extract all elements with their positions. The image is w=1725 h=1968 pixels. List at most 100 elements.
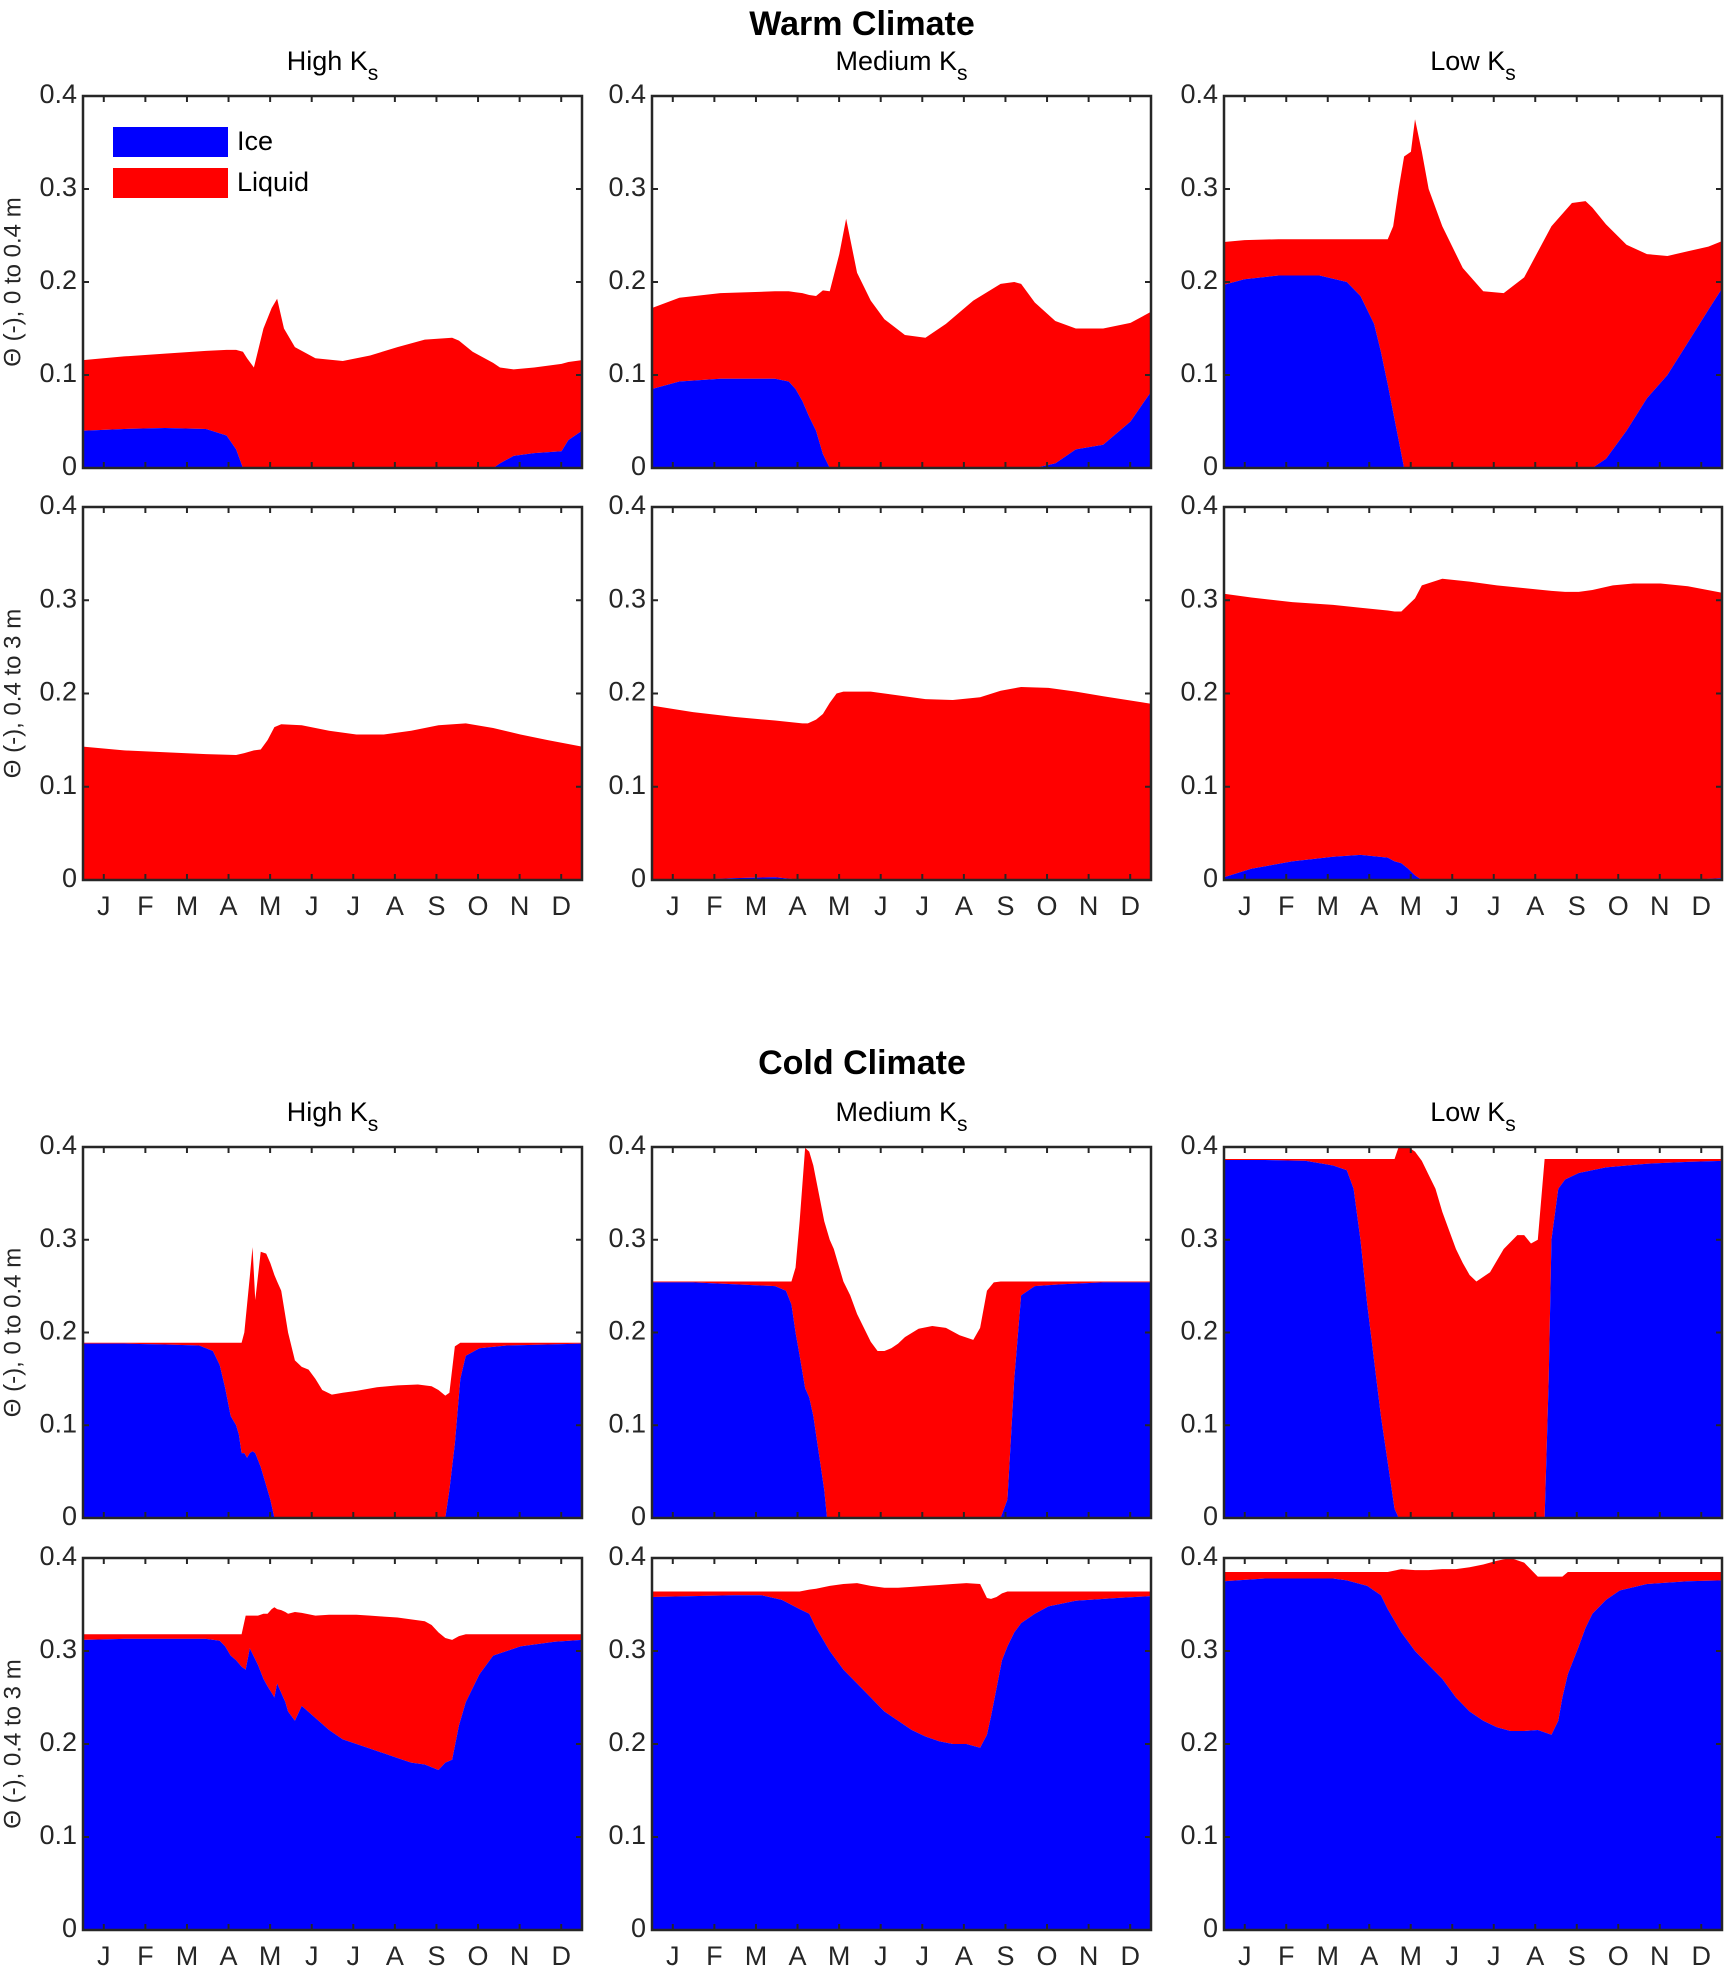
y-tick-label: 0.4 <box>608 1130 646 1160</box>
x-tick-label: F <box>137 1941 154 1968</box>
y-tick-label: 0.2 <box>608 677 646 707</box>
legend-label: Liquid <box>237 167 309 197</box>
x-tick-label: O <box>1608 1941 1629 1968</box>
y-tick-label: 0.3 <box>39 1223 77 1253</box>
liquid-area <box>83 1247 582 1518</box>
ice-area <box>1224 854 1722 880</box>
y-tick-label: 0.4 <box>39 490 77 520</box>
x-tick-label: D <box>1120 1941 1140 1968</box>
y-tick-label: 0.1 <box>1180 1408 1218 1438</box>
x-tick-label: J <box>666 1941 680 1968</box>
x-tick-label: N <box>1650 1941 1670 1968</box>
x-tick-label: A <box>789 1941 807 1968</box>
legend-label: Ice <box>237 126 273 156</box>
y-tick-label: 0 <box>1203 1913 1218 1943</box>
y-tick-label: 0.4 <box>608 1541 646 1571</box>
y-tick-label: 0 <box>62 1913 77 1943</box>
y-tick-label: 0.3 <box>39 172 77 202</box>
x-tick-label: A <box>1360 1941 1378 1968</box>
y-tick-label: 0.4 <box>39 79 77 109</box>
x-tick-label: J <box>1487 1941 1501 1968</box>
x-tick-label: O <box>1608 891 1629 921</box>
ice-area <box>1224 1578 1722 1930</box>
y-tick-label: 0.2 <box>39 677 77 707</box>
y-tick-label: 0.3 <box>1180 172 1218 202</box>
panel-warm-high-deep: 00.10.20.30.4J F M A M J J A S O N DΘ (-), 0.4 to 3… <box>0 490 584 921</box>
y-tick-label: 0.3 <box>608 583 646 613</box>
x-tick-label: S <box>996 1941 1014 1968</box>
y-tick-label: 0.4 <box>608 79 646 109</box>
y-tick-label: 0 <box>631 451 646 481</box>
legend-swatch-liquid <box>113 168 228 198</box>
y-tick-label: 0.1 <box>608 1820 646 1850</box>
x-tick-label: J <box>97 891 111 921</box>
panels-layer: 0 0.1 0.2 0.3 0.4 Θ (-), 0 to 0.4 m Ice Liquid 0… <box>0 79 1724 1968</box>
y-tick-label: 0.4 <box>39 1130 77 1160</box>
y-tick-label: 0 <box>62 1501 77 1531</box>
x-tick-label: O <box>1037 891 1058 921</box>
x-tick-label: A <box>1526 1941 1544 1968</box>
x-tick-label: O <box>1037 1941 1058 1968</box>
y-axis-label: Θ (-), 0.4 to 3 m <box>0 609 26 778</box>
x-tick-label: M <box>745 891 768 921</box>
panel-cold-high-deep: 00.10.20.30.4J F M A M J J A S O N DΘ (-), 0.4 to 3… <box>0 1541 584 1968</box>
x-tick-label: S <box>427 1941 445 1968</box>
x-tick-label: J <box>1238 1941 1252 1968</box>
y-tick-label: 0 <box>62 451 77 481</box>
x-tick-label: S <box>996 891 1014 921</box>
y-axis-label: Θ (-), 0 to 0.4 m <box>0 1248 26 1417</box>
ice-area <box>83 1638 582 1930</box>
x-tick-label: D <box>1692 891 1712 921</box>
x-tick-label: M <box>176 891 199 921</box>
x-tick-label: M <box>1317 1941 1340 1968</box>
y-tick-label: 0.1 <box>39 1408 77 1438</box>
liquid-area <box>83 1607 582 1771</box>
x-tick-label: M <box>259 1941 282 1968</box>
x-tick-label: D <box>551 891 571 921</box>
x-tick-label: J <box>1487 891 1501 921</box>
y-tick-label: 0.3 <box>1180 583 1218 613</box>
x-tick-label: F <box>706 891 723 921</box>
y-tick-label: 0.1 <box>1180 1820 1218 1850</box>
titles-layer: Warm Climate High Ks Medium Ks Low Ks Cold C… <box>287 5 1516 1136</box>
ice-area <box>652 1595 1151 1930</box>
ice-area <box>83 428 582 468</box>
panel-warm-high-shallow: 0 0.1 0.2 0.3 0.4 Θ (-), 0 to 0.4 m Ice Liquid <box>0 79 584 481</box>
x-tick-label: J <box>916 891 930 921</box>
x-tick-label: J <box>305 1941 319 1968</box>
x-tick-label: F <box>706 1941 723 1968</box>
y-tick-label: 0.2 <box>1180 1316 1218 1346</box>
x-tick-label: A <box>386 1941 404 1968</box>
x-tick-label: J <box>347 1941 361 1968</box>
y-tick-label: 0 <box>631 1501 646 1531</box>
x-tick-label: M <box>176 1941 199 1968</box>
y-tick-label: 0.2 <box>608 265 646 295</box>
x-tick-label: J <box>874 1941 888 1968</box>
liquid-area <box>652 1583 1151 1748</box>
x-tick-label: A <box>220 891 238 921</box>
ice-area <box>1224 1159 1722 1518</box>
y-axis-label: Θ (-), 0 to 0.4 m <box>0 197 26 366</box>
x-tick-label: M <box>259 891 282 921</box>
y-tick-label: 0.4 <box>39 1541 77 1571</box>
x-tick-label: F <box>137 891 154 921</box>
y-tick-label: 0.4 <box>1180 490 1218 520</box>
group-title: Warm Climate <box>749 5 974 43</box>
panel-cold-low-deep: 00.10.20.30.4J F M A M J J A S O N D <box>1180 1541 1724 1968</box>
x-tick-label: J <box>874 891 888 921</box>
legend-swatch-ice <box>113 127 228 157</box>
x-tick-label: D <box>551 1941 571 1968</box>
panel-cold-medium-shallow: 0 0.1 0.2 0.3 0.4 <box>608 1130 1153 1531</box>
y-tick-label: 0.4 <box>1180 79 1218 109</box>
x-tick-label: S <box>1568 1941 1586 1968</box>
x-tick-label: J <box>347 891 361 921</box>
liquid-area <box>652 1147 1151 1518</box>
y-tick-label: 0.2 <box>1180 1727 1218 1757</box>
y-tick-label: 0.2 <box>608 1727 646 1757</box>
liquid-area <box>83 298 582 468</box>
y-tick-label: 0.4 <box>608 490 646 520</box>
y-tick-label: 0.1 <box>608 770 646 800</box>
x-tick-label: N <box>1650 891 1670 921</box>
liquid-area <box>652 686 1151 880</box>
y-tick-label: 0.2 <box>608 1316 646 1346</box>
